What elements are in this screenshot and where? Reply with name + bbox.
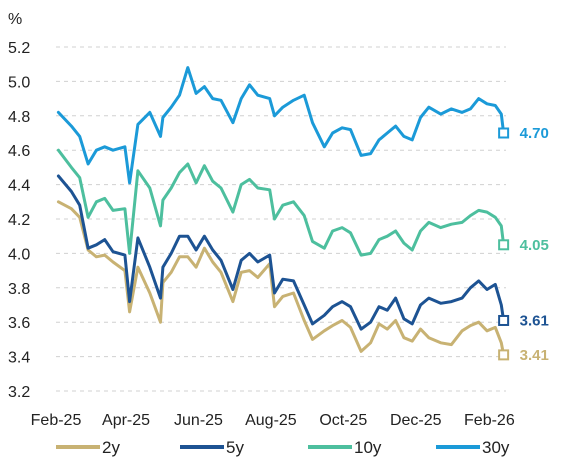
end-marker-2y (498, 349, 510, 361)
legend-label-10y: 10y (354, 438, 382, 457)
y-tick-label: 5.0 (8, 74, 30, 91)
x-tick-label: Feb-26 (464, 412, 515, 429)
grid-lines (56, 46, 506, 392)
x-tick-label: Jun-25 (174, 412, 223, 429)
end-marker-10y (498, 239, 510, 251)
legend-label-2y: 2y (102, 438, 120, 457)
end-label-2y: 3.41 (520, 347, 549, 364)
y-tick-label: 3.6 (8, 315, 30, 332)
y-tick-label: 5.2 (8, 40, 30, 57)
series-line-2y (56, 200, 506, 357)
series-line-10y (56, 148, 506, 257)
end-label-5y: 3.61 (520, 312, 549, 329)
x-tick-label: Oct-25 (319, 412, 367, 429)
y-tick-label: 4.8 (8, 109, 30, 126)
end-label-30y: 4.70 (520, 125, 549, 142)
end-marker-30y (498, 127, 510, 139)
series-line-5y (56, 174, 506, 331)
y-axis-ticks: 3.2 3.4 3.6 3.8 4.0 4.2 4.4 4.6 4.8 5.0 5.2 (8, 40, 30, 401)
end-label-10y: 4.05 (520, 237, 549, 254)
y-tick-label: 3.4 (8, 350, 30, 367)
y-tick-label: 4.4 (8, 178, 30, 195)
series-lines (56, 66, 506, 357)
end-markers: 3.41 3.61 4.05 4.70 (498, 125, 549, 364)
legend-label-30y: 30y (482, 438, 510, 457)
y-tick-label: 4.0 (8, 246, 30, 263)
x-axis-ticks: Feb-25 Apr-25 Jun-25 Aug-25 Oct-25 Dec-25 Feb-… (31, 412, 515, 429)
y-tick-label: 3.8 (8, 281, 30, 298)
y-tick-label: 4.2 (8, 212, 30, 229)
y-tick-label: 3.2 (8, 384, 30, 401)
x-tick-label: Dec-25 (390, 412, 442, 429)
x-tick-label: Aug-25 (245, 412, 297, 429)
x-tick-label: Feb-25 (31, 412, 82, 429)
legend-label-5y: 5y (226, 438, 244, 457)
y-axis-unit: % (8, 11, 22, 28)
series-line-30y (56, 66, 506, 185)
x-tick-label: Apr-25 (102, 412, 150, 429)
y-tick-label: 4.6 (8, 143, 30, 160)
end-marker-5y (498, 314, 510, 326)
legend: 2y 5y 10y 30y (56, 438, 510, 457)
